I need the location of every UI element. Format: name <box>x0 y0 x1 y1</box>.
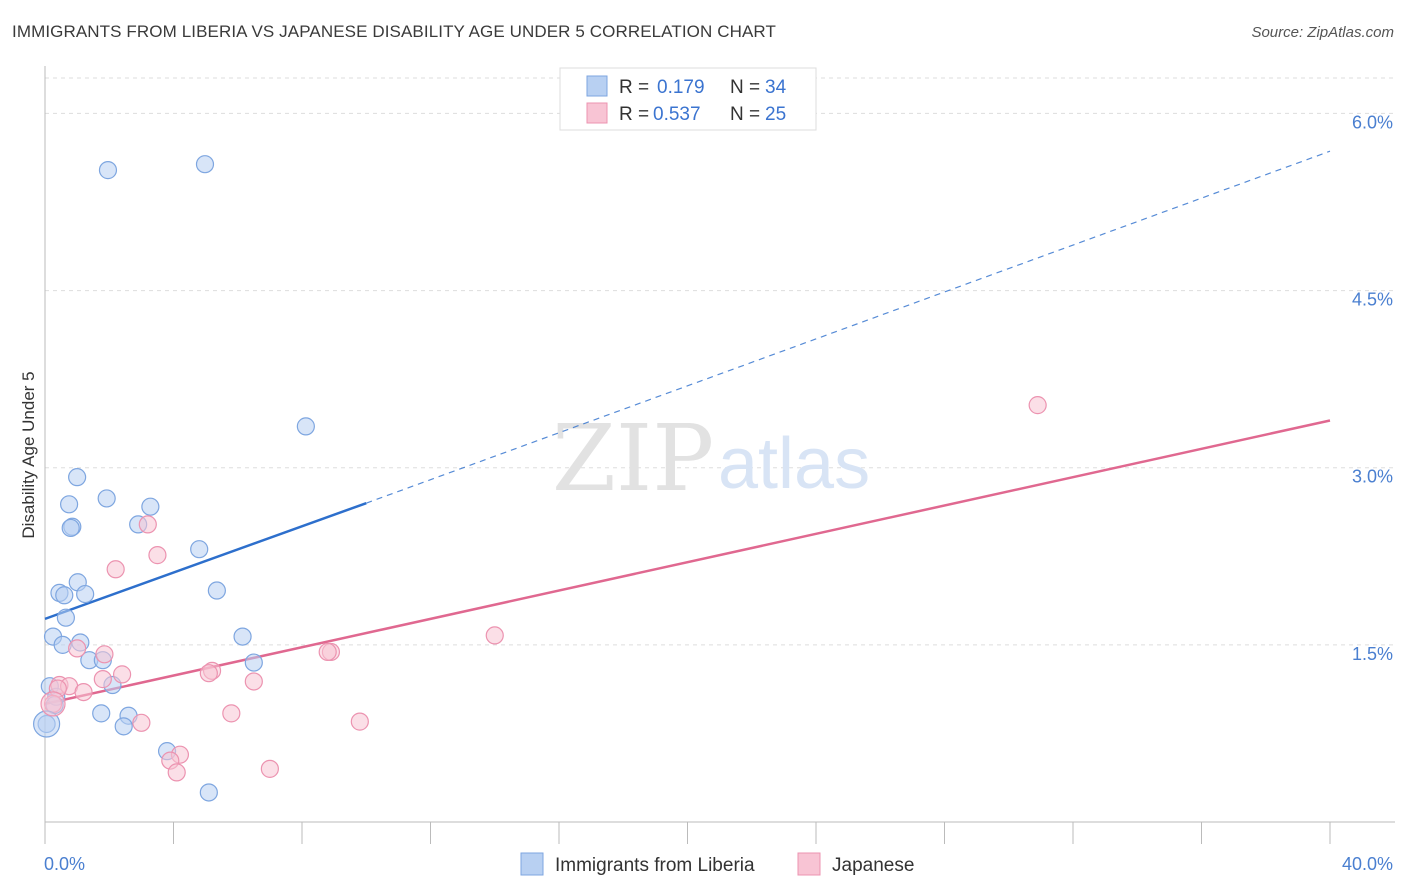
point-japanese <box>40 691 66 717</box>
trend-line-liberia-extrapolated <box>366 150 1331 504</box>
point-japanese <box>350 712 369 731</box>
point-japanese <box>106 560 125 579</box>
legend-n-value: 34 <box>765 77 787 98</box>
y-axis-label-group: Disability Age Under 5 <box>19 371 38 538</box>
y-tick-label: 4.5% <box>1352 290 1393 310</box>
point-liberia <box>92 704 111 723</box>
point-japanese <box>222 704 241 723</box>
legend-r-value: 0.179 <box>657 77 705 98</box>
point-japanese <box>1028 396 1047 415</box>
y-tick-label: 1.5% <box>1352 644 1393 664</box>
point-liberia <box>59 495 79 514</box>
point-japanese <box>199 664 218 683</box>
watermark-atlas: atlas <box>718 424 870 504</box>
legend-n-label: N = <box>730 77 760 98</box>
legend-r-label: R = <box>619 77 649 98</box>
point-liberia <box>190 540 209 559</box>
point-japanese <box>112 665 132 684</box>
series-legend: Immigrants from Liberia Japanese <box>520 852 914 876</box>
grid-layer <box>45 77 1395 646</box>
axes-layer: 1.5% 3.0% 4.5% 6.0% 0.0% 40.0% <box>44 66 1395 874</box>
point-japanese <box>148 546 167 565</box>
series-swatch-liberia <box>520 852 544 876</box>
point-japanese <box>485 626 504 645</box>
point-liberia <box>195 155 215 174</box>
legend-r-value: 0.537 <box>653 104 701 125</box>
series-swatch-japanese <box>797 852 821 876</box>
legend-swatch-blue <box>586 75 608 97</box>
point-japanese <box>138 515 157 534</box>
point-japanese <box>132 713 151 732</box>
legend-n-label: N = <box>730 104 760 125</box>
point-liberia <box>68 468 87 487</box>
point-japanese <box>68 639 87 658</box>
point-liberia <box>296 417 315 436</box>
point-liberia <box>55 586 74 605</box>
point-japanese <box>244 672 263 691</box>
y-tick-label: 3.0% <box>1352 467 1393 487</box>
point-japanese <box>93 670 112 689</box>
point-liberia <box>244 653 263 672</box>
legend-swatch-pink <box>586 102 608 124</box>
point-liberia <box>61 518 80 538</box>
correlation-legend: R = 0.179 N = 34 R = 0.537 N = 25 <box>559 67 817 131</box>
watermark-zip: ZIP <box>552 405 714 512</box>
trend-line-liberia <box>44 501 367 621</box>
legend-r-label: R = <box>619 104 649 125</box>
chart-title: IMMIGRANTS FROM LIBERIA VS JAPANESE DISA… <box>12 22 776 41</box>
point-japanese <box>74 682 93 702</box>
point-japanese <box>260 759 279 778</box>
point-liberia <box>114 717 133 736</box>
point-liberia <box>76 584 95 604</box>
point-japanese <box>95 645 114 664</box>
y-tick-label: 6.0% <box>1352 112 1393 132</box>
data-points <box>33 155 1047 802</box>
y-axis-label: Disability Age Under 5 <box>19 371 38 538</box>
series-label-japanese: Japanese <box>832 855 914 876</box>
x-tick-label: 0.0% <box>44 854 85 874</box>
point-japanese <box>167 763 186 782</box>
watermark: ZIP atlas <box>552 405 870 512</box>
legend-n-value: 25 <box>765 104 786 125</box>
point-japanese <box>318 642 337 662</box>
point-liberia <box>97 489 116 508</box>
point-liberia <box>207 581 226 600</box>
x-tick-label: 40.0% <box>1342 854 1393 874</box>
point-liberia <box>233 627 252 646</box>
point-liberia <box>141 497 160 516</box>
point-liberia <box>98 161 118 180</box>
series-label-liberia: Immigrants from Liberia <box>555 855 755 876</box>
point-liberia <box>56 608 75 627</box>
source-label: Source: ZipAtlas.com <box>1251 24 1394 41</box>
point-liberia <box>199 783 218 802</box>
